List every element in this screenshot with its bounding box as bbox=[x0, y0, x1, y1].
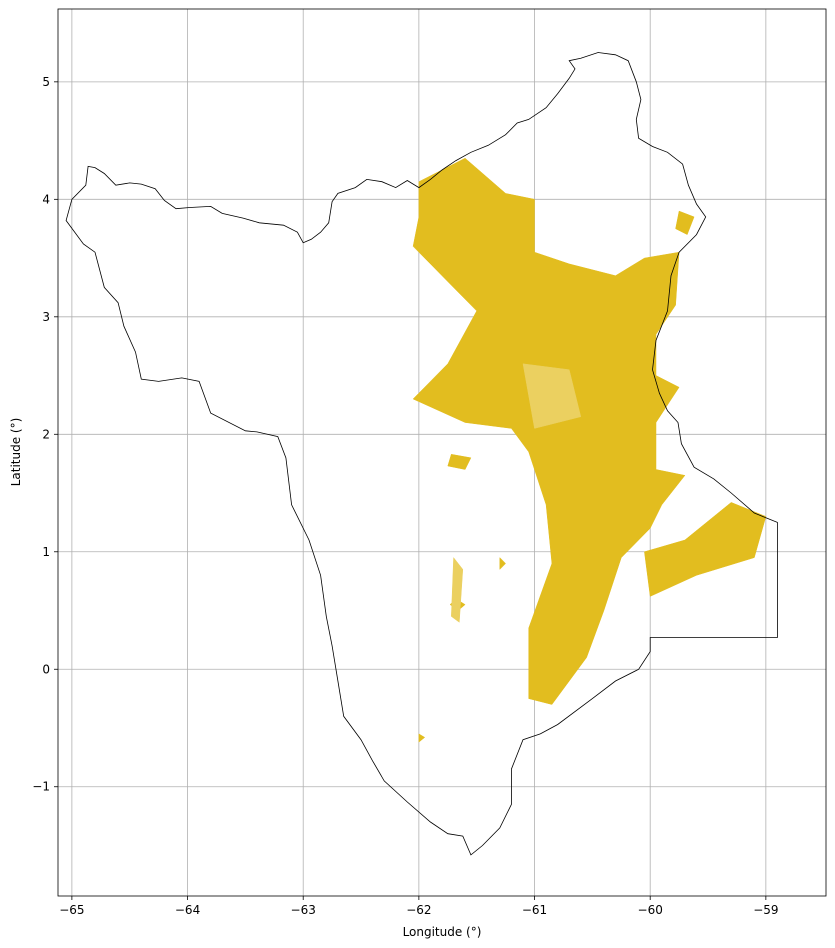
y-tick-label: −1 bbox=[32, 780, 50, 794]
farm-region-8 bbox=[451, 556, 464, 623]
farm-region-3 bbox=[447, 454, 472, 470]
state-boundary bbox=[65, 52, 778, 856]
y-axis-label: Latitude (°) bbox=[9, 418, 23, 487]
y-axis-ticks: −1 0 1 2 3 4 5 bbox=[32, 75, 58, 794]
x-axis-ticks: −65 −64 −63 −62 −61 −60 −59 bbox=[59, 896, 779, 917]
x-tick-label: −62 bbox=[406, 903, 431, 917]
x-tick-label: −65 bbox=[59, 903, 84, 917]
x-tick-label: −63 bbox=[291, 903, 316, 917]
x-tick-label: −61 bbox=[522, 903, 547, 917]
y-tick-label: 0 bbox=[42, 662, 50, 676]
farm-region-1 bbox=[644, 502, 767, 597]
x-tick-label: −64 bbox=[175, 903, 200, 917]
plot-frame bbox=[57, 8, 827, 897]
x-tick-label: −59 bbox=[753, 903, 778, 917]
farm-region-2 bbox=[675, 210, 695, 235]
y-tick-label: 3 bbox=[42, 310, 50, 324]
y-tick-label: 5 bbox=[42, 75, 50, 89]
y-tick-label: 4 bbox=[42, 192, 50, 206]
y-tick-label: 1 bbox=[42, 545, 50, 559]
y-tick-label: 2 bbox=[42, 427, 50, 441]
gridlines bbox=[58, 9, 826, 896]
farm-region-0 bbox=[412, 157, 686, 705]
farm-region-6 bbox=[418, 733, 426, 743]
x-tick-label: −60 bbox=[638, 903, 663, 917]
farm-polygons bbox=[412, 157, 767, 743]
farm-region-5 bbox=[499, 556, 506, 571]
farm-region-7 bbox=[522, 363, 582, 429]
x-axis-label: Longitude (°) bbox=[403, 925, 482, 939]
